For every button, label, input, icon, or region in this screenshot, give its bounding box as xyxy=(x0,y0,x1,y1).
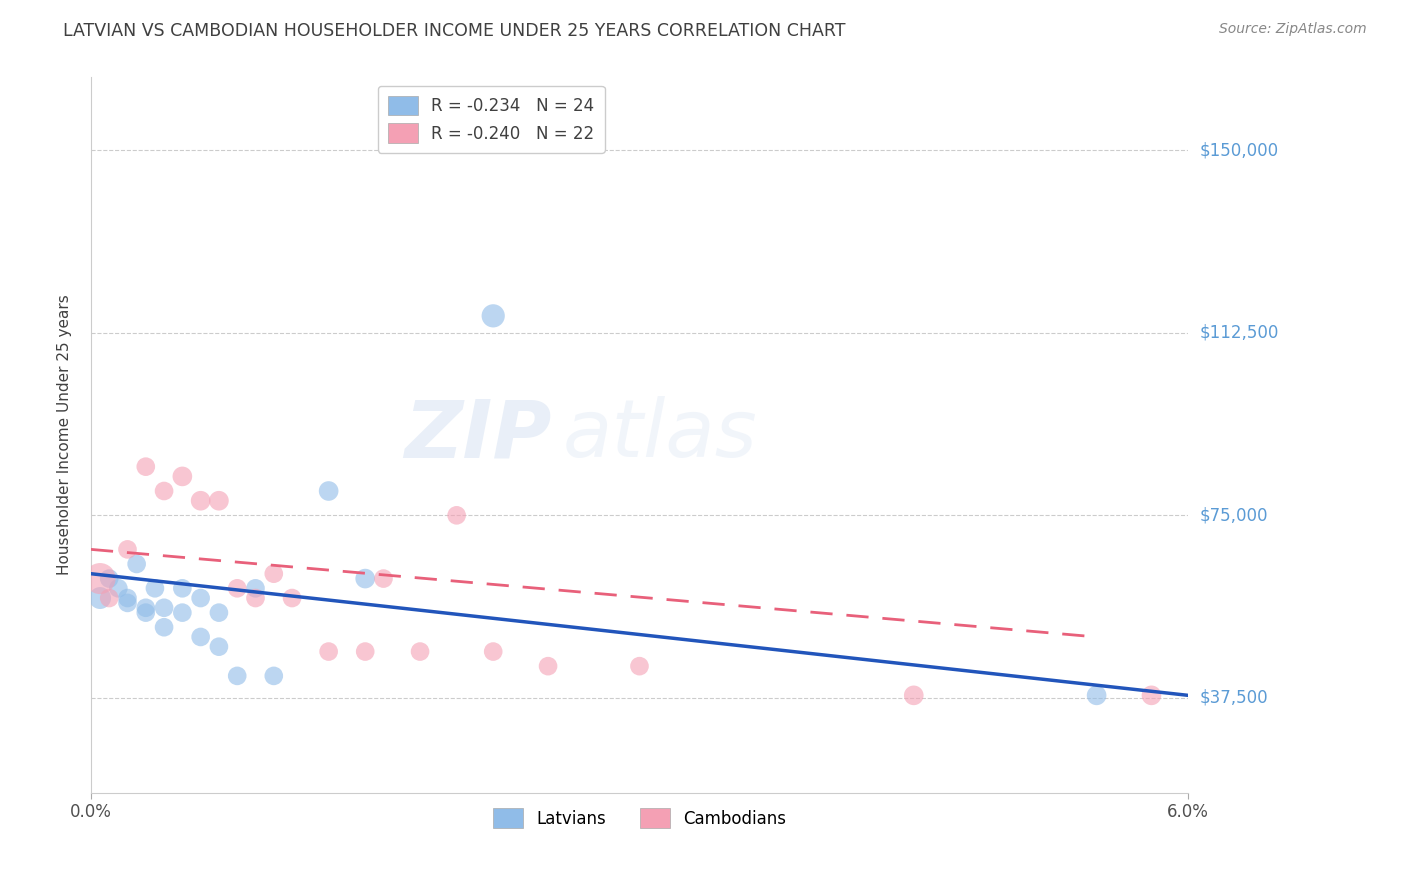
Text: ZIP: ZIP xyxy=(405,396,551,474)
Point xyxy=(117,542,139,557)
Point xyxy=(153,620,176,634)
Text: $37,500: $37,500 xyxy=(1199,689,1268,706)
Point xyxy=(107,582,129,596)
Point xyxy=(143,582,166,596)
Text: $112,500: $112,500 xyxy=(1199,324,1278,342)
Text: atlas: atlas xyxy=(562,396,758,474)
Point xyxy=(208,493,231,508)
Point xyxy=(263,566,285,581)
Point xyxy=(172,469,194,483)
Point xyxy=(1140,689,1163,703)
Point xyxy=(628,659,651,673)
Text: $75,000: $75,000 xyxy=(1199,507,1268,524)
Point xyxy=(117,596,139,610)
Point xyxy=(98,572,121,586)
Point xyxy=(172,606,194,620)
Point xyxy=(354,644,377,658)
Point xyxy=(135,606,157,620)
Y-axis label: Householder Income Under 25 years: Householder Income Under 25 years xyxy=(58,294,72,575)
Point xyxy=(98,591,121,605)
Point xyxy=(226,669,249,683)
Text: LATVIAN VS CAMBODIAN HOUSEHOLDER INCOME UNDER 25 YEARS CORRELATION CHART: LATVIAN VS CAMBODIAN HOUSEHOLDER INCOME … xyxy=(63,22,846,40)
Point xyxy=(226,582,249,596)
Point xyxy=(903,689,925,703)
Legend: Latvians, Cambodians: Latvians, Cambodians xyxy=(486,802,793,834)
Point xyxy=(446,508,468,523)
Point xyxy=(263,669,285,683)
Point xyxy=(89,591,111,605)
Text: Source: ZipAtlas.com: Source: ZipAtlas.com xyxy=(1219,22,1367,37)
Point xyxy=(281,591,304,605)
Point xyxy=(373,572,395,586)
Point xyxy=(354,572,377,586)
Point xyxy=(1085,689,1108,703)
Point xyxy=(482,309,505,323)
Point xyxy=(190,630,212,644)
Point xyxy=(245,591,267,605)
Point xyxy=(117,591,139,605)
Point xyxy=(409,644,432,658)
Point xyxy=(208,640,231,654)
Point xyxy=(135,459,157,474)
Point xyxy=(245,582,267,596)
Point xyxy=(537,659,560,673)
Point xyxy=(153,483,176,498)
Point xyxy=(190,591,212,605)
Point xyxy=(153,600,176,615)
Point xyxy=(318,483,340,498)
Point xyxy=(208,606,231,620)
Point xyxy=(318,644,340,658)
Point xyxy=(482,644,505,658)
Text: $150,000: $150,000 xyxy=(1199,142,1278,160)
Point xyxy=(172,582,194,596)
Point xyxy=(89,572,111,586)
Point xyxy=(125,557,148,571)
Point xyxy=(135,600,157,615)
Point xyxy=(190,493,212,508)
